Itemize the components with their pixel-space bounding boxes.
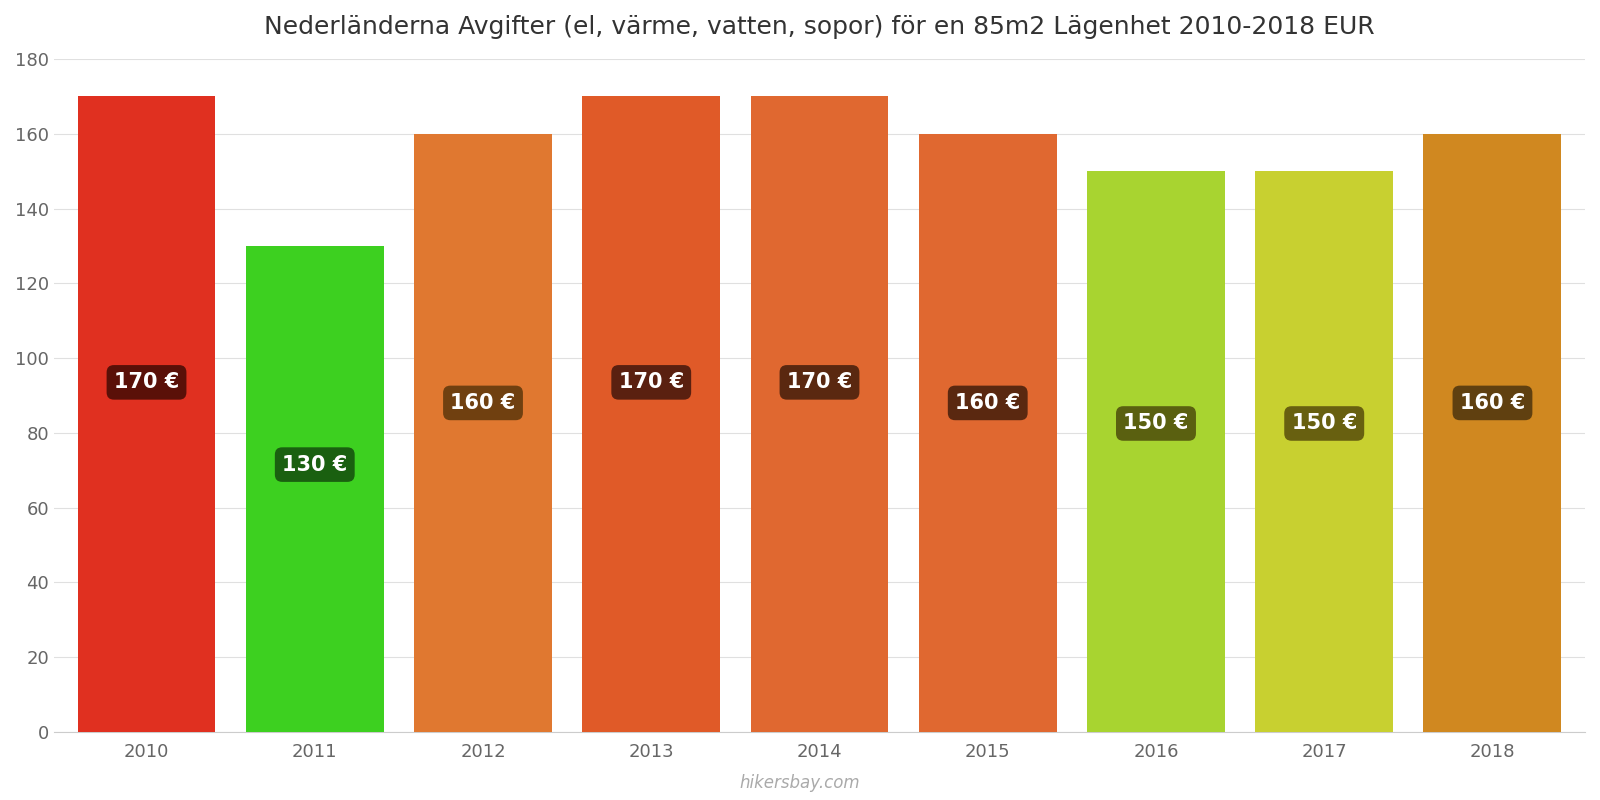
Bar (1256, 171, 1394, 732)
Bar (414, 134, 552, 732)
Bar (750, 96, 888, 732)
Bar (918, 134, 1056, 732)
Text: 160 €: 160 € (450, 393, 515, 413)
Text: 160 €: 160 € (1459, 393, 1525, 413)
Text: 170 €: 170 € (114, 372, 179, 392)
Text: 130 €: 130 € (282, 454, 347, 474)
Text: 150 €: 150 € (1123, 414, 1189, 434)
Title: Nederländerna Avgifter (el, värme, vatten, sopor) för en 85m2 Lägenhet 2010-2018: Nederländerna Avgifter (el, värme, vatte… (264, 15, 1374, 39)
Bar (1086, 171, 1226, 732)
Bar (582, 96, 720, 732)
Bar (77, 96, 216, 732)
Bar (246, 246, 384, 732)
Text: 160 €: 160 € (955, 393, 1021, 413)
Text: 170 €: 170 € (787, 372, 853, 392)
Bar (1424, 134, 1562, 732)
Text: 150 €: 150 € (1291, 414, 1357, 434)
Text: hikersbay.com: hikersbay.com (739, 774, 861, 792)
Text: 170 €: 170 € (619, 372, 683, 392)
